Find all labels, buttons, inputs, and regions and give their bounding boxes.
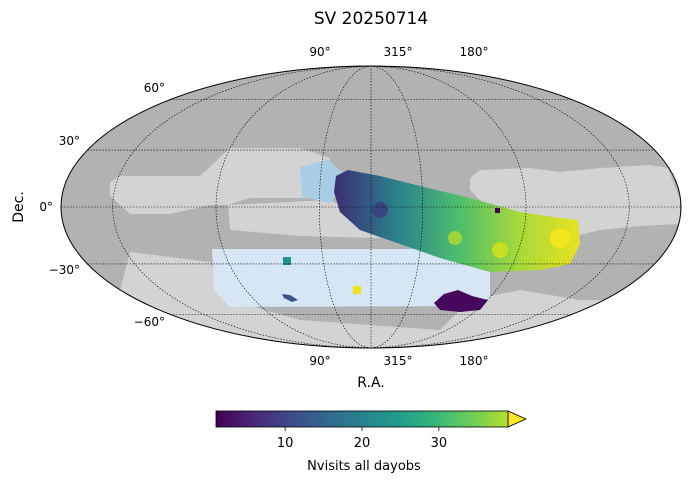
survey-patch-tiny-blue bbox=[282, 294, 298, 302]
grid-meridian bbox=[112, 66, 372, 348]
colorbar-extend-arrow bbox=[507, 410, 527, 428]
dec-tick-minus60: −60° bbox=[134, 315, 165, 329]
grid-meridian bbox=[370, 66, 423, 348]
ra-tick-top-1: 90° bbox=[309, 45, 330, 59]
footprint-mid-blue bbox=[300, 160, 342, 203]
survey-patch-dark bbox=[372, 202, 388, 218]
colorbar-tick-label: 20 bbox=[354, 436, 371, 451]
coordinate-grid bbox=[61, 66, 681, 348]
survey-patch-bright-1 bbox=[550, 228, 570, 248]
survey-patch-south-dark bbox=[434, 290, 488, 312]
grid-meridian bbox=[370, 66, 630, 348]
colorbar-gradient bbox=[215, 410, 509, 428]
survey-patch-tiny-teal bbox=[283, 257, 291, 265]
colorbar-tick-label: 30 bbox=[431, 436, 448, 451]
survey-patch-tiny-yellow bbox=[353, 286, 361, 294]
y-axis-label: Dec. bbox=[11, 191, 27, 223]
colorbar: 10 20 30 bbox=[215, 410, 527, 451]
dec-tick-0: 0° bbox=[39, 200, 53, 214]
colorbar-label: Nvisits all dayobs bbox=[307, 459, 421, 474]
colorbar-tick-label: 10 bbox=[277, 436, 294, 451]
ra-tick-bottom-2: 315° bbox=[384, 354, 413, 368]
ra-tick-bottom-3: 180° bbox=[460, 354, 489, 368]
grid-meridian bbox=[319, 66, 372, 348]
colorbar-ticks: 10 20 30 bbox=[277, 427, 447, 451]
ra-tick-bottom-1: 90° bbox=[309, 354, 330, 368]
ra-tick-top-2: 315° bbox=[384, 45, 413, 59]
sky-region-light-north bbox=[110, 148, 330, 214]
survey-patch-bright-2 bbox=[492, 242, 508, 258]
survey-patch-bright-3 bbox=[448, 231, 462, 245]
dec-tick-minus30: −30° bbox=[49, 263, 80, 277]
grid-meridian bbox=[370, 66, 527, 348]
grid-meridian bbox=[215, 66, 372, 348]
ra-tick-top-3: 180° bbox=[460, 45, 489, 59]
dec-tick-60: 60° bbox=[144, 81, 165, 95]
x-axis-label: R.A. bbox=[357, 375, 384, 391]
dec-tick-30: 30° bbox=[59, 134, 80, 148]
footprint-light-blue bbox=[212, 249, 490, 307]
map-boundary bbox=[60, 65, 682, 349]
survey-patch-tiny-purple bbox=[495, 208, 500, 213]
survey-coverage-band bbox=[334, 170, 580, 272]
chart-title: SV 20250714 bbox=[314, 9, 428, 29]
